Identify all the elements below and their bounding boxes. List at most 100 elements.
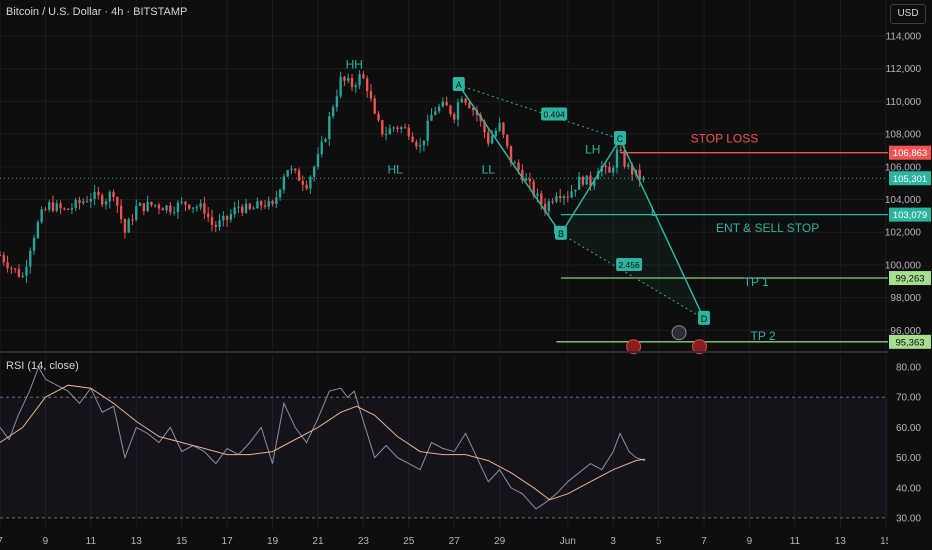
annotation-label: L (553, 223, 560, 237)
candle-body (199, 203, 202, 208)
candle-body (502, 122, 505, 135)
candle-body (85, 201, 89, 203)
candle-body (29, 250, 32, 267)
candle-body (169, 205, 172, 213)
pattern-point-b[interactable] (554, 225, 567, 240)
annotation-label: ENT & SELL STOP (716, 221, 819, 235)
price-tick-label: 100,000 (885, 260, 922, 271)
level-price-tag[interactable] (889, 145, 931, 160)
ratio-badge[interactable] (616, 257, 643, 271)
pattern-point-label: C (617, 134, 624, 144)
pattern-point-d[interactable] (698, 310, 711, 325)
candle-body (32, 237, 36, 251)
pattern-fill (560, 139, 705, 319)
level-price-tag[interactable] (889, 207, 931, 222)
candle-body (275, 197, 278, 204)
candle-body (97, 191, 100, 196)
candle-body (430, 115, 433, 121)
candle-body (566, 196, 569, 198)
candle-body (396, 127, 399, 129)
candle-body (559, 196, 562, 199)
candle-body (101, 195, 104, 205)
level-price-tag[interactable] (889, 271, 931, 286)
candle-body (381, 120, 384, 135)
candle-body (551, 201, 554, 203)
time-axis[interactable]: 7 9 11 13 15 17 19 21 23 25 27 29 Jun 3 5 7 9 11 13 15 (0, 536, 892, 547)
candle-body (123, 219, 127, 233)
candle-body (2, 255, 5, 263)
pattern-point-c[interactable] (614, 131, 627, 146)
rsi-line[interactable] (0, 365, 646, 510)
rsi-ma-line[interactable] (0, 384, 646, 501)
time-tick-label: 23 (358, 536, 370, 547)
flag-icon[interactable] (691, 339, 707, 355)
rsi-tick-label: 40.00 (896, 483, 921, 494)
rsi-tick-label: 70.00 (896, 393, 921, 404)
candle-body (347, 78, 350, 81)
pattern-point-a[interactable] (452, 77, 465, 92)
time-tick-label: 7 (701, 536, 707, 547)
candle-body (89, 198, 93, 202)
candle-body (271, 200, 274, 204)
candle-body (305, 184, 308, 189)
candle-body (536, 193, 539, 196)
rsi-pane[interactable] (0, 355, 888, 530)
candle-body (286, 170, 289, 177)
pattern-leg-cd[interactable] (619, 138, 705, 320)
annotation-label: LL (482, 162, 496, 176)
candle-body (589, 175, 592, 187)
candle-body (593, 179, 596, 187)
price-tick-label: 110,000 (886, 97, 922, 108)
candle-body (203, 203, 206, 214)
rsi-title[interactable]: RSI (14, close) (6, 360, 79, 372)
candle-body (494, 130, 498, 137)
time-tick-label: 9 (747, 536, 753, 547)
price-axis[interactable]: 96,000 98,000 100,000 102,000 104,000 106,000… (885, 0, 932, 550)
candle-body (301, 180, 304, 185)
candle-body (377, 113, 380, 121)
candle-body (63, 208, 66, 210)
candle-body (93, 191, 96, 199)
time-tick-label: 3 (610, 536, 616, 547)
lightning-icon[interactable] (671, 325, 687, 341)
candle-body (229, 214, 233, 220)
pattern-leg-ab[interactable] (458, 84, 562, 235)
ratio-badge[interactable] (541, 107, 568, 121)
candle-body (82, 201, 85, 204)
candle-body (524, 178, 528, 181)
candle-body (309, 176, 312, 189)
annotation-label: LH (585, 143, 600, 157)
symbol-title[interactable]: Bitcoin / U.S. Dollar · 4h · BITSTAMP (6, 6, 188, 18)
annotation-label: STOP LOSS (691, 131, 759, 145)
pattern-point-label: B (558, 229, 564, 239)
candle-body (543, 203, 547, 212)
candle-body (154, 204, 157, 206)
candle-body (13, 268, 17, 270)
candle-body (581, 176, 585, 185)
candle-body (453, 113, 456, 120)
candle-body (328, 116, 331, 140)
candle-body (48, 202, 51, 210)
candle-body (290, 168, 293, 171)
price-tick-label: 96,000 (890, 326, 921, 337)
candle-body (150, 201, 153, 206)
candle-body (260, 201, 263, 206)
level-price-tag[interactable] (889, 334, 931, 349)
annotation-label: HH (346, 58, 363, 72)
candle-body (127, 219, 130, 233)
candle-body (195, 207, 199, 209)
candle-body (400, 127, 403, 129)
candle-body (411, 136, 414, 142)
candle-body (55, 203, 58, 211)
currency-button[interactable]: USD (890, 4, 926, 24)
last-price-tag-label: 105,301 (893, 174, 927, 185)
flag-icon[interactable] (626, 339, 642, 355)
pattern-leg-bc[interactable] (560, 138, 621, 235)
candle-body (490, 136, 494, 144)
last-price-tag[interactable] (889, 171, 931, 186)
candle-body (369, 90, 373, 99)
candle-body (638, 169, 641, 180)
